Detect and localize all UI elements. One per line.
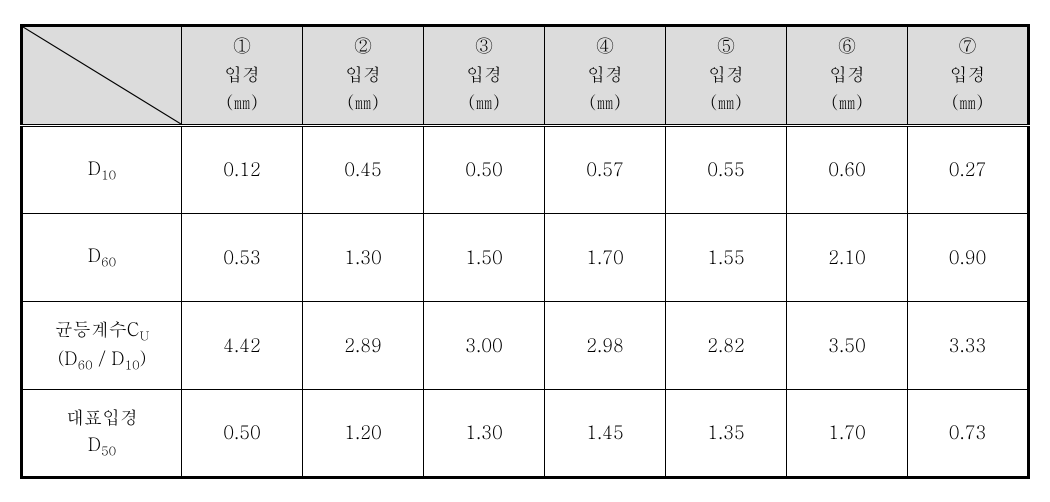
column-header-2: ② 입경 (㎜): [303, 25, 424, 125]
column-header-5: ⑤ 입경 (㎜): [666, 25, 787, 125]
data-cell: 0.90: [908, 213, 1029, 301]
particle-size-table: ① 입경 (㎜) ② 입경 (㎜) ③ 입경 (㎜) ④ 입경 (㎜): [20, 24, 1030, 479]
column-header-7: ⑦ 입경 (㎜): [908, 25, 1029, 125]
data-cell: 4.42: [182, 301, 303, 389]
col-label-5a: 입경: [674, 61, 778, 90]
header-row: ① 입경 (㎜) ② 입경 (㎜) ③ 입경 (㎜) ④ 입경 (㎜): [22, 25, 1029, 125]
column-header-1: ① 입경 (㎜): [182, 25, 303, 125]
row-label-3: 대표입경D50: [22, 389, 182, 477]
column-header-3: ③ 입경 (㎜): [424, 25, 545, 125]
col-number-6: ⑥: [795, 32, 899, 61]
data-cell: 0.53: [182, 213, 303, 301]
data-cell: 1.50: [424, 213, 545, 301]
data-cell: 1.35: [666, 389, 787, 477]
column-header-6: ⑥ 입경 (㎜): [787, 25, 908, 125]
data-cell: 1.20: [303, 389, 424, 477]
data-cell: 1.55: [666, 213, 787, 301]
row-label-0: D10: [22, 125, 182, 213]
data-cell: 0.27: [908, 125, 1029, 213]
data-cell: 2.98: [545, 301, 666, 389]
data-cell: 0.73: [908, 389, 1029, 477]
col-label-6b: (㎜): [795, 89, 899, 118]
data-cell: 0.12: [182, 125, 303, 213]
data-cell: 0.45: [303, 125, 424, 213]
col-label-6a: 입경: [795, 61, 899, 90]
data-cell: 0.55: [666, 125, 787, 213]
diagonal-header-cell: [22, 25, 182, 125]
data-cell: 1.45: [545, 389, 666, 477]
col-label-7b: (㎜): [916, 89, 1019, 118]
data-cell: 0.50: [424, 125, 545, 213]
data-cell: 2.10: [787, 213, 908, 301]
data-cell: 3.50: [787, 301, 908, 389]
data-cell: 1.70: [787, 389, 908, 477]
data-cell: 1.70: [545, 213, 666, 301]
col-label-2b: (㎜): [311, 89, 415, 118]
col-number-4: ④: [553, 32, 657, 61]
table-container: ① 입경 (㎜) ② 입경 (㎜) ③ 입경 (㎜) ④ 입경 (㎜): [20, 24, 1030, 479]
col-number-1: ①: [190, 32, 294, 61]
data-cell: 2.89: [303, 301, 424, 389]
data-cell: 0.57: [545, 125, 666, 213]
data-cell: 3.33: [908, 301, 1029, 389]
col-number-7: ⑦: [916, 32, 1019, 61]
col-label-1b: (㎜): [190, 89, 294, 118]
col-label-7a: 입경: [916, 61, 1019, 90]
col-label-2a: 입경: [311, 61, 415, 90]
col-label-4b: (㎜): [553, 89, 657, 118]
data-cell: 1.30: [303, 213, 424, 301]
row-label-1: D60: [22, 213, 182, 301]
data-cell: 2.82: [666, 301, 787, 389]
col-label-3b: (㎜): [432, 89, 536, 118]
table-row: 균등계수CU(D60 / D10) 4.42 2.89 3.00 2.98 2.…: [22, 301, 1029, 389]
data-cell: 0.50: [182, 389, 303, 477]
col-number-5: ⑤: [674, 32, 778, 61]
table-row: D10 0.12 0.45 0.50 0.57 0.55 0.60 0.27: [22, 125, 1029, 213]
col-label-4a: 입경: [553, 61, 657, 90]
table-row: D60 0.53 1.30 1.50 1.70 1.55 2.10 0.90: [22, 213, 1029, 301]
table-body: D10 0.12 0.45 0.50 0.57 0.55 0.60 0.27 D…: [22, 125, 1029, 477]
data-cell: 3.00: [424, 301, 545, 389]
table-row: 대표입경D50 0.50 1.20 1.30 1.45 1.35 1.70 0.…: [22, 389, 1029, 477]
data-cell: 1.30: [424, 389, 545, 477]
row-label-2: 균등계수CU(D60 / D10): [22, 301, 182, 389]
col-number-2: ②: [311, 32, 415, 61]
diagonal-line-icon: [23, 27, 181, 124]
col-label-3a: 입경: [432, 61, 536, 90]
col-label-1a: 입경: [190, 61, 294, 90]
col-number-3: ③: [432, 32, 536, 61]
column-header-4: ④ 입경 (㎜): [545, 25, 666, 125]
col-label-5b: (㎜): [674, 89, 778, 118]
data-cell: 0.60: [787, 125, 908, 213]
